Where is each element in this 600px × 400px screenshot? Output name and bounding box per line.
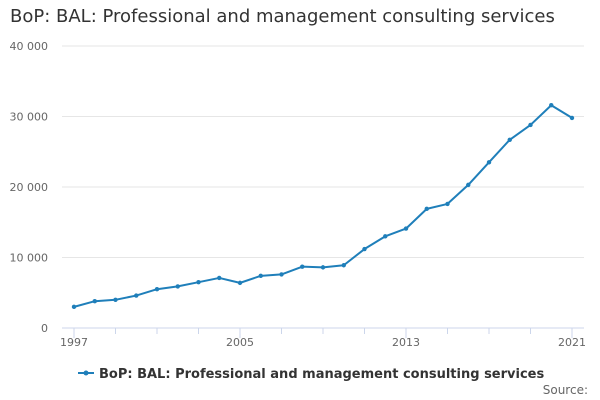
chart-title: BoP: BAL: Professional and management co…: [10, 6, 555, 27]
data-point[interactable]: [113, 297, 118, 302]
legend-label[interactable]: BoP: BAL: Professional and management co…: [99, 367, 544, 382]
data-point[interactable]: [486, 160, 492, 165]
data-point[interactable]: [300, 264, 305, 269]
data-point[interactable]: [279, 272, 284, 277]
source-label: Source:: [543, 383, 588, 397]
data-point[interactable]: [92, 299, 97, 304]
data-point[interactable]: [71, 304, 77, 310]
data-point[interactable]: [134, 293, 139, 298]
data-point[interactable]: [196, 279, 201, 285]
y-tick-label: 20 000: [10, 181, 49, 194]
data-point[interactable]: [341, 263, 346, 268]
data-point[interactable]: [403, 226, 409, 231]
data-point[interactable]: [320, 265, 326, 270]
data-point[interactable]: [154, 287, 160, 292]
data-point[interactable]: [528, 122, 533, 128]
data-point[interactable]: [549, 103, 554, 108]
data-point[interactable]: [507, 137, 512, 142]
y-tick-label: 30 000: [10, 111, 49, 124]
data-point[interactable]: [445, 201, 450, 207]
data-point[interactable]: [175, 284, 180, 289]
data-point[interactable]: [424, 206, 429, 212]
x-tick-label: 2005: [226, 336, 254, 349]
y-tick-label: 10 000: [10, 252, 49, 265]
series-line: [73, 104, 573, 308]
legend-marker: [83, 370, 89, 376]
data-point[interactable]: [569, 115, 575, 121]
y-tick-label: 0: [41, 322, 48, 335]
y-tick-label: 40 000: [10, 40, 49, 53]
data-point[interactable]: [258, 273, 263, 279]
x-tick-label: 2021: [558, 336, 586, 349]
data-point[interactable]: [237, 280, 243, 286]
data-point[interactable]: [383, 234, 388, 239]
data-point[interactable]: [217, 275, 222, 281]
data-point[interactable]: [362, 246, 367, 252]
data-point[interactable]: [466, 182, 471, 188]
x-tick-label: 1997: [60, 336, 88, 349]
x-tick-label: 2013: [392, 336, 420, 349]
